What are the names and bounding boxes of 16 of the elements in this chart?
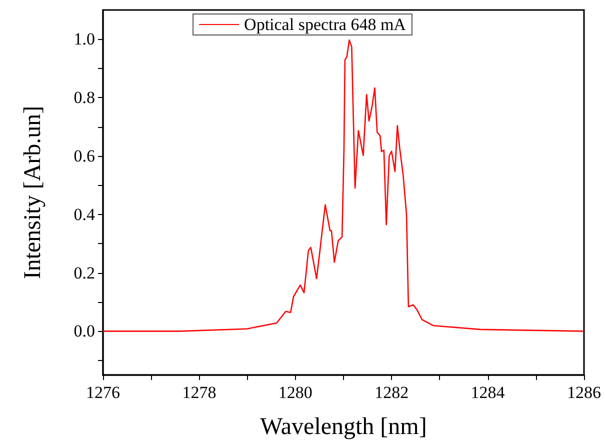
- x-axis-title: Wavelength [nm]: [260, 414, 427, 440]
- y-tick-label: 0.4: [74, 204, 96, 224]
- x-tick-label: 1286: [567, 383, 601, 402]
- x-tick-label: 1278: [182, 383, 216, 402]
- y-tick-label: 0.0: [74, 322, 95, 341]
- y-tick-label: 0.6: [74, 146, 95, 166]
- line-series: [102, 39, 585, 332]
- x-tick-label: 1280: [278, 383, 312, 402]
- y-tick-label: 1.0: [74, 30, 95, 49]
- x-tick-label: 1282: [374, 383, 409, 402]
- legend-label: Optical spectra 648 mA: [244, 15, 407, 34]
- y-tick-label: 0.8: [74, 88, 95, 108]
- x-tick-label: 1284: [470, 383, 506, 402]
- y-tick-label: 0.2: [74, 263, 95, 282]
- x-tick-label: 1276: [86, 383, 120, 402]
- y-axis-title: Intensity [Arb.un]: [20, 106, 46, 280]
